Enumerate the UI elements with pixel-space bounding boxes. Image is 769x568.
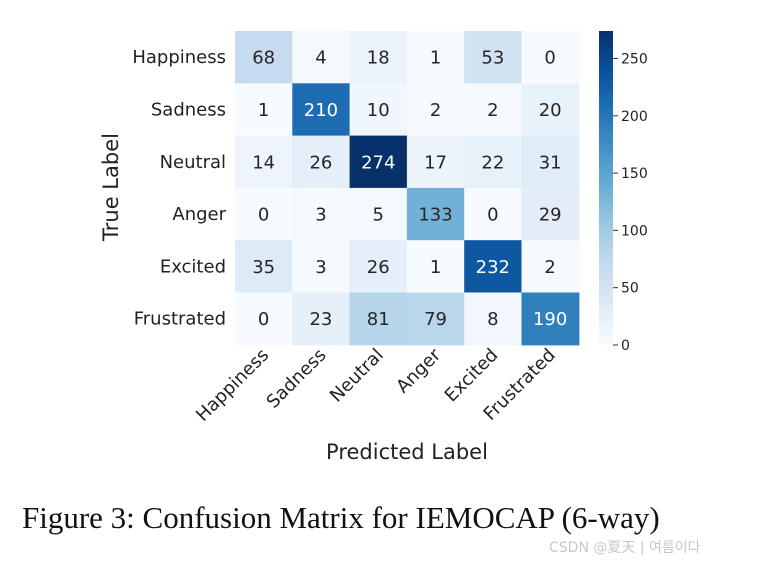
cell-value-label: 4 <box>315 48 326 69</box>
cell-value-label: 68 <box>252 48 275 69</box>
cell-value-label: 2 <box>544 257 555 278</box>
cell-value-label: 0 <box>487 205 498 226</box>
watermark: CSDN @夏天 | 여름이다 <box>549 540 701 556</box>
heatmap-cell <box>235 292 293 346</box>
colorbar-tick-label: 0 <box>621 338 630 354</box>
y-tick-label: Happiness <box>132 47 226 68</box>
cell-value-label: 10 <box>367 100 390 121</box>
heatmap-cell <box>292 240 351 294</box>
heatmap-cell <box>349 240 408 294</box>
heatmap-cell <box>235 135 293 189</box>
cell-value-label: 22 <box>481 152 504 173</box>
x-tick-label: Anger <box>392 344 445 397</box>
y-tick-label: Frustrated <box>134 309 226 330</box>
heatmap-cell <box>406 187 465 241</box>
heatmap-cell <box>464 83 523 137</box>
heatmap-cell <box>521 83 580 137</box>
cell-value-label: 17 <box>424 152 447 173</box>
cell-value-label: 1 <box>258 100 269 121</box>
cell-value-label: 14 <box>252 152 275 173</box>
heatmap-cell <box>235 83 293 137</box>
cell-value-label: 79 <box>424 309 447 330</box>
heatmap-cell <box>349 187 408 241</box>
cell-value-label: 26 <box>309 152 332 173</box>
colorbar <box>599 31 613 345</box>
cell-value-label: 133 <box>418 205 452 226</box>
cell-value-label: 0 <box>544 48 555 69</box>
heatmap-cell <box>406 31 465 84</box>
colorbar-tick-label: 200 <box>621 109 648 125</box>
heatmap-cell <box>521 31 580 84</box>
heatmap-cell <box>349 31 408 84</box>
cell-value-label: 2 <box>487 100 498 121</box>
colorbar-ticks: 0 50 100 150 200 250 <box>613 52 648 354</box>
cell-value-label: 2 <box>430 100 441 121</box>
colorbar-tick-label: 250 <box>621 52 648 68</box>
cell-value-label: 8 <box>487 309 498 330</box>
y-tick-label: Neutral <box>160 152 226 173</box>
heatmap-cell <box>406 83 465 137</box>
heatmap-cell <box>521 135 580 189</box>
heatmap-cell <box>464 135 523 189</box>
cell-value-label: 29 <box>539 205 562 226</box>
heatmap-cell <box>464 292 523 346</box>
cell-value-label: 26 <box>367 257 390 278</box>
cell-value-label: 53 <box>481 48 504 69</box>
cell-value-label: 190 <box>533 309 567 330</box>
heatmap-cell <box>464 187 523 241</box>
heatmap-cell <box>292 31 351 84</box>
heatmap-cell <box>464 31 523 84</box>
colorbar-tick-label: 100 <box>621 223 648 239</box>
heatmap-cell <box>292 292 351 346</box>
heatmap-cell <box>235 31 293 84</box>
heatmap-cell <box>521 240 580 294</box>
cell-value-label: 18 <box>367 48 390 69</box>
cell-value-label: 3 <box>315 257 326 278</box>
y-tick-labels: Happiness Sadness Neutral Anger Excited Frust… <box>132 47 226 330</box>
heatmap-cell <box>349 83 408 137</box>
heatmap-cell <box>292 135 351 189</box>
cell-value-label: 0 <box>258 309 269 330</box>
cell-value-label: 3 <box>315 205 326 226</box>
heatmap-cell <box>521 187 580 241</box>
cell-value-label: 35 <box>252 257 275 278</box>
cell-value-label: 31 <box>539 152 562 173</box>
y-tick-label: Anger <box>172 204 226 225</box>
heatmap-cell <box>349 135 408 189</box>
x-axis-label: Predicted Label <box>326 440 488 464</box>
y-axis-label: True Label <box>99 133 123 242</box>
cell-value-label: 0 <box>258 205 269 226</box>
x-tick-label: Happiness <box>192 345 273 426</box>
heatmap-cell <box>406 292 465 346</box>
y-tick-label: Sadness <box>151 99 226 120</box>
heatmap-cell <box>292 83 351 137</box>
cell-value-label: 232 <box>476 257 510 278</box>
cell-value-label: 210 <box>304 100 338 121</box>
cell-value-label: 20 <box>539 100 562 121</box>
heatmap-cell <box>521 292 580 346</box>
heatmap-cell <box>464 240 523 294</box>
heatmap-cell <box>292 187 351 241</box>
colorbar-tick-label: 150 <box>621 166 648 182</box>
cell-value-label: 1 <box>430 48 441 69</box>
heatmap-cell <box>349 292 408 346</box>
figure-caption: Figure 3: Confusion Matrix for IEMOCAP (… <box>22 500 660 535</box>
heatmap-cell <box>235 240 293 294</box>
cell-value-label: 23 <box>309 309 332 330</box>
heatmap-cell <box>235 187 293 241</box>
cell-value-label: 5 <box>373 205 384 226</box>
cell-value-label: 274 <box>361 152 395 173</box>
heatmap-cells <box>235 31 580 346</box>
cell-value-label: 81 <box>367 309 390 330</box>
colorbar-tick-label: 50 <box>621 281 639 297</box>
heatmap-cell <box>406 135 465 189</box>
x-tick-label: Sadness <box>263 345 331 413</box>
cell-value-label: 1 <box>430 257 441 278</box>
x-tick-label: Neutral <box>326 345 388 407</box>
heatmap-cell <box>406 240 465 294</box>
y-tick-label: Excited <box>160 256 226 277</box>
